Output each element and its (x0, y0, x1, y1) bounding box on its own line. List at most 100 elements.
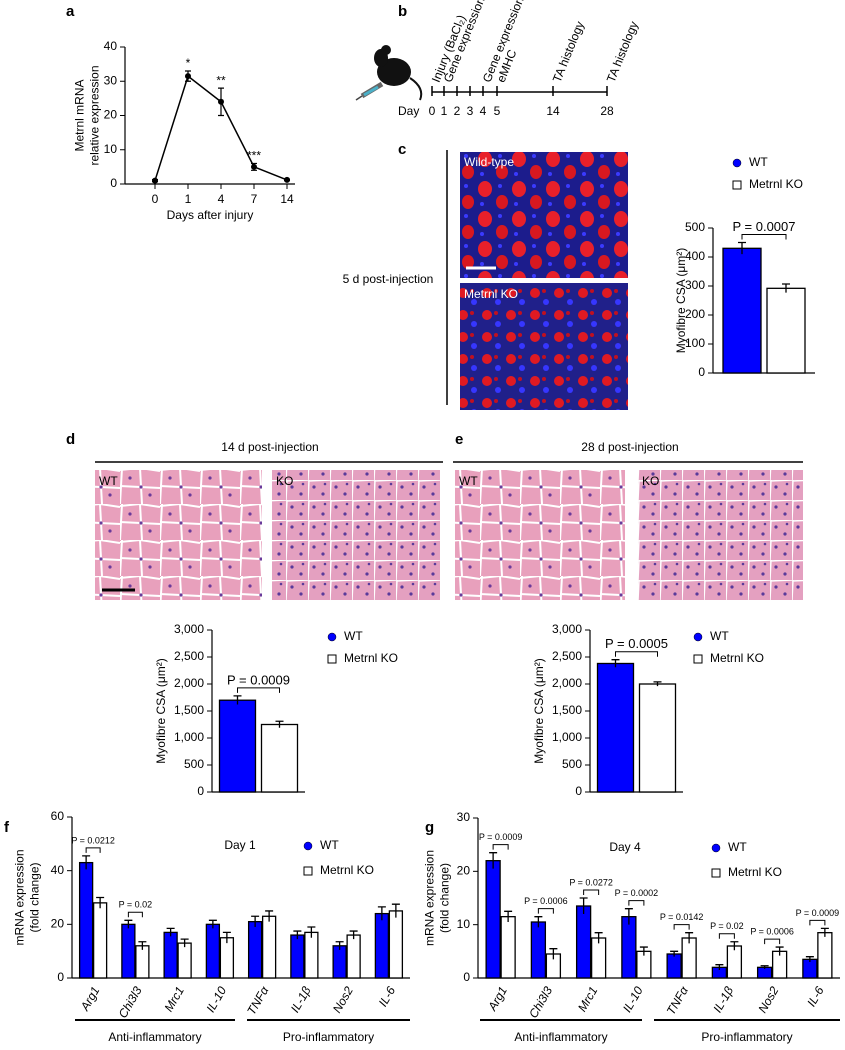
legend-marker (693, 632, 703, 642)
x-tick-label: 4 (218, 192, 225, 206)
significance-bracket (673, 924, 690, 930)
micrograph (272, 470, 440, 600)
error-bar (738, 241, 746, 255)
error-bar (208, 919, 217, 929)
bar (219, 937, 235, 979)
y-tick-label: 100 (685, 336, 705, 350)
marker (218, 98, 224, 105)
x-tick-label: Mrc1 (575, 984, 600, 1014)
legend-marker (693, 654, 703, 664)
x-tick-label: IL-10 (620, 984, 646, 1015)
y-tick-label: 3,000 (174, 622, 204, 636)
timeline-tick-label: 0 (429, 104, 436, 118)
bar (290, 934, 305, 979)
x-tick-label: Chi3l3 (116, 984, 145, 1021)
legend-label: Metrnl KO (749, 177, 803, 191)
p-value: P = 0.02 (710, 921, 744, 931)
y-tick-label: 2,500 (174, 649, 204, 663)
y-tick-label: 0 (463, 970, 470, 984)
p-value: P = 0.0002 (615, 888, 659, 898)
x-tick-label: Mrc1 (162, 984, 187, 1014)
significance-bracket (492, 844, 509, 850)
y-tick-label: 40 (51, 863, 65, 877)
x-tick-label: 7 (251, 192, 258, 206)
error-bar (307, 926, 316, 938)
timeline-tick-label: 5 (494, 104, 501, 118)
y-tick-label: 0 (110, 176, 117, 190)
x-tick-label: IL-6 (376, 984, 399, 1009)
y-tick-label: 10 (104, 142, 118, 156)
error-bar (265, 910, 274, 922)
mouse-icon (355, 45, 423, 101)
x-tick-label: IL-6 (804, 984, 827, 1009)
error-bar (549, 948, 558, 960)
timeline-tick-label: 3 (467, 104, 474, 118)
bar (218, 699, 257, 793)
bar (260, 723, 299, 793)
legend-marker (711, 843, 721, 853)
chart-title: Day 4 (609, 840, 641, 854)
x-tick-label: IL-1β (288, 984, 314, 1015)
bar (304, 931, 319, 979)
bar (530, 921, 547, 979)
bar (722, 247, 762, 374)
bar (726, 945, 743, 979)
p-value: P = 0.0006 (524, 896, 568, 906)
bar (78, 861, 94, 979)
x-axis-label: Days after injury (167, 208, 254, 222)
y-axis-label: Myofibre CSA (μm²) (154, 658, 168, 764)
bar (205, 923, 221, 979)
p-value: P = 0.0212 (71, 835, 115, 845)
error-bar (138, 941, 147, 950)
bar (261, 915, 277, 979)
error-bar (534, 916, 543, 928)
significance-bracket (718, 933, 735, 939)
x-tick-label: Nos2 (330, 984, 356, 1016)
y-axis-label: Metrnl mRNA (73, 79, 87, 151)
significance-bracket (583, 889, 600, 895)
y-tick-label: 20 (104, 108, 118, 122)
timeline-tick-label: 1 (441, 104, 448, 118)
error-bar (639, 946, 648, 956)
bar (177, 942, 192, 979)
error-bar (715, 964, 724, 970)
panel-letter: b (398, 3, 407, 20)
image-label: WT (99, 474, 118, 488)
error-bar (653, 681, 662, 687)
y-tick-label: 30 (457, 810, 471, 824)
significance-bracket (615, 651, 658, 657)
y-axis-label: (fold change) (28, 862, 42, 932)
y-tick-label: 500 (685, 220, 705, 234)
bar (817, 932, 833, 979)
y-tick-label: 2,000 (174, 676, 204, 690)
y-axis-label: mRNA expression (13, 849, 27, 945)
bar (638, 683, 677, 793)
panel-title: 28 d post-injection (581, 440, 678, 454)
error-bar (275, 720, 284, 728)
panel-letter: g (425, 819, 434, 836)
y-tick-label: 1,000 (174, 730, 204, 744)
significance-label: * (186, 56, 191, 70)
y-tick-label: 1,500 (174, 703, 204, 717)
significance-label: ** (216, 73, 226, 87)
panel-letter: a (66, 3, 75, 20)
bar (374, 912, 390, 979)
x-tick-label: TNFα (244, 983, 272, 1017)
error-bar (391, 903, 400, 918)
x-tick-label: 0 (152, 192, 159, 206)
x-tick-label: Arg1 (485, 984, 510, 1014)
panel-letter: c (398, 141, 406, 158)
panel-letter: d (66, 431, 75, 448)
p-value: P = 0.0009 (479, 832, 523, 842)
error-bar (782, 283, 790, 293)
bar (802, 958, 818, 979)
legend-marker (732, 158, 742, 168)
legend-label: Metrnl KO (344, 651, 398, 665)
y-tick-label: 500 (562, 757, 582, 771)
y-tick-label: 1,500 (552, 703, 582, 717)
panel-title: 14 d post-injection (221, 440, 318, 454)
y-tick-label: 300 (685, 278, 705, 292)
error-bar (805, 956, 814, 962)
y-axis-label: (fold change) (438, 863, 452, 933)
